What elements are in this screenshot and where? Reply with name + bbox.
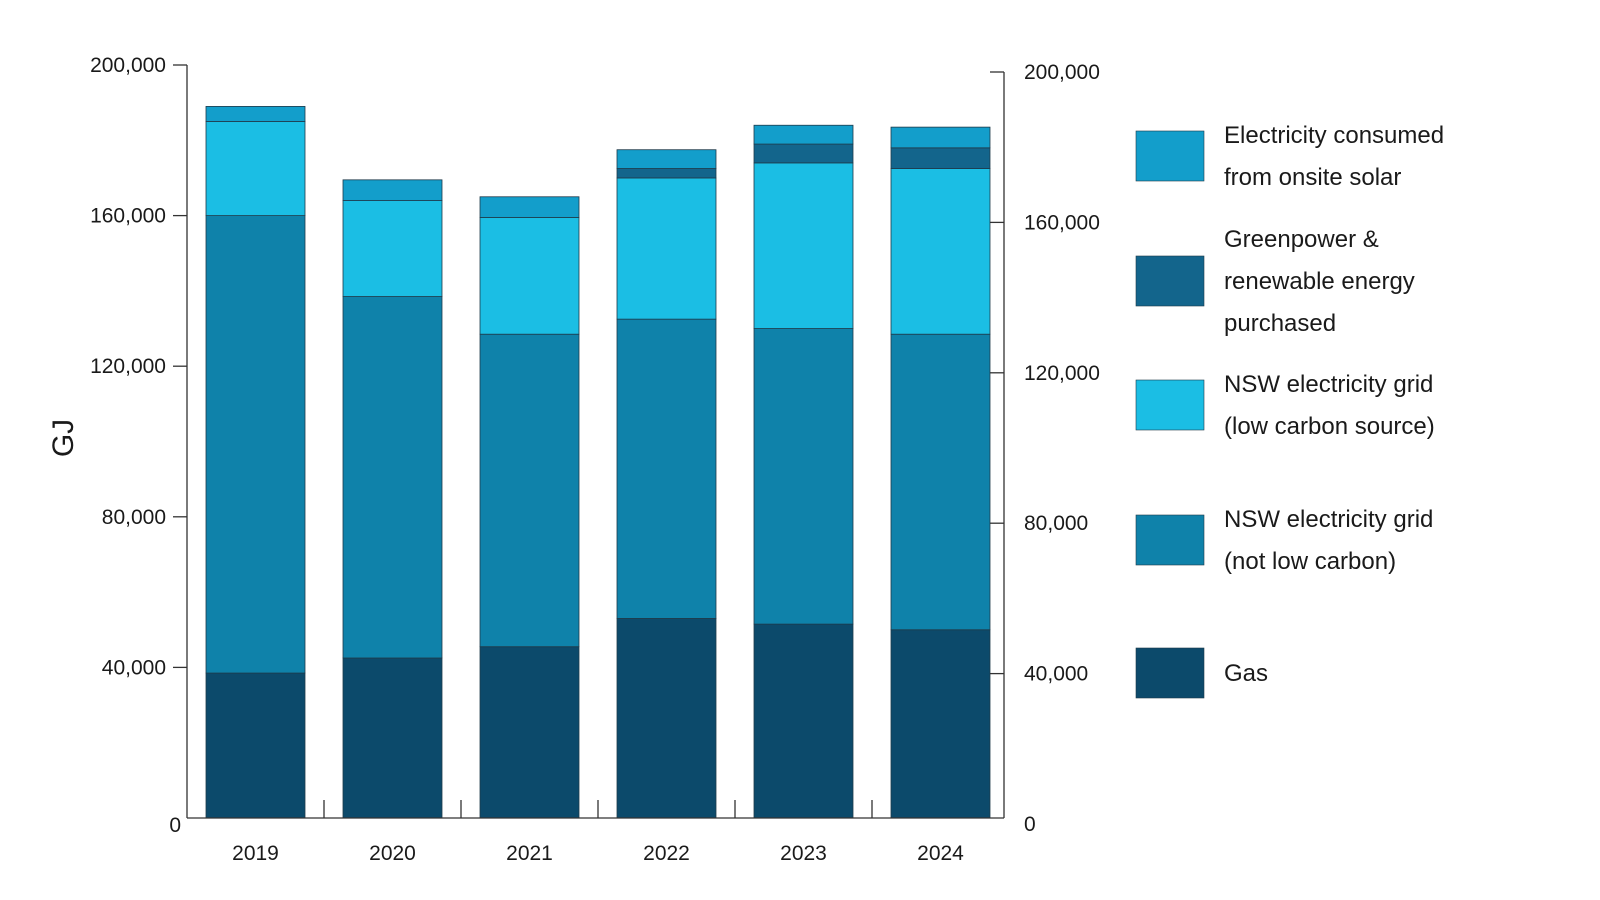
legend-item-4: Gas: [1135, 647, 1268, 699]
right-tick-label: 160,000: [1024, 211, 1100, 234]
right-tick-label: 80,000: [1024, 512, 1088, 535]
legend-swatch: [1135, 647, 1205, 699]
bar-2024-series-0: [890, 629, 991, 819]
bar-2019-series-4: [205, 106, 306, 122]
bar-2020-series-1: [342, 296, 443, 659]
left-tick-label: 80,000: [102, 506, 166, 529]
bar-2019-series-1: [205, 215, 306, 674]
bar-2019-series-0: [205, 672, 306, 819]
right-tick-label: 120,000: [1024, 362, 1100, 385]
legend-swatch: [1135, 379, 1205, 431]
legend-swatch: [1135, 514, 1205, 566]
left-tick-label: 200,000: [90, 54, 166, 77]
legend-label: Electricity consumed from onsite solar: [1224, 122, 1444, 191]
bar-2021-series-2: [479, 217, 580, 335]
bar-2020-series-4: [342, 179, 443, 201]
legend-item-2: NSW electricity grid (low carbon source): [1135, 371, 1435, 440]
bar-2021-series-4: [479, 196, 580, 218]
bar-2019-series-2: [205, 121, 306, 216]
left-tick-label: 40,000: [102, 656, 166, 679]
legend-swatch: [1135, 130, 1205, 182]
legend-swatch: [1135, 255, 1205, 307]
right-tick-label: 200,000: [1024, 61, 1100, 84]
bar-2022-series-2: [616, 177, 717, 320]
legend-label: NSW electricity grid (low carbon source): [1224, 371, 1435, 440]
left-tick-label: 120,000: [90, 355, 166, 378]
bar-2024-series-1: [890, 333, 991, 631]
legend: Electricity consumed from onsite solar Gre…: [1135, 122, 1444, 699]
legend-item-1: Greenpower & renewable energy purchased: [1135, 226, 1415, 337]
bar-2023-series-0: [753, 623, 854, 819]
bar-2023-series-4: [753, 124, 854, 145]
bar-2020-series-2: [342, 200, 443, 297]
x-tick-label-2023: 2023: [780, 842, 827, 865]
bars-group: [205, 106, 991, 819]
legend-item-3: NSW electricity grid (not low carbon): [1135, 506, 1433, 575]
right-tick-label: 40,000: [1024, 663, 1088, 686]
legend-item-0: Electricity consumed from onsite solar: [1135, 122, 1444, 191]
left-tick-label: 160,000: [90, 205, 166, 228]
bar-2024-series-4: [890, 126, 991, 149]
legend-label: NSW electricity grid (not low carbon): [1224, 506, 1433, 575]
x-tick-label-2021: 2021: [506, 842, 553, 865]
bar-2024-series-3: [890, 147, 991, 169]
x-tick-label-2019: 2019: [232, 842, 279, 865]
x-tick-label-2022: 2022: [643, 842, 690, 865]
right-y-axis: 0 40,000 80,000 120,000 160,000 200,000: [990, 61, 1100, 836]
right-tick-label: 0: [1024, 813, 1036, 836]
bar-2023-series-1: [753, 328, 854, 625]
x-axis: 2019 2020 2021 2022 2023 2024: [187, 800, 1004, 865]
bar-2023-series-3: [753, 143, 854, 164]
bar-2023-series-2: [753, 162, 854, 329]
bar-2020-series-0: [342, 657, 443, 819]
bar-2022-series-3: [616, 168, 717, 179]
bar-2022-series-4: [616, 149, 717, 169]
x-tick-label-2024: 2024: [917, 842, 964, 865]
legend-label: Gas: [1224, 660, 1268, 687]
left-y-axis: 0 40,000 80,000 120,000 160,000 200,000: [90, 54, 188, 837]
bar-2024-series-2: [890, 168, 991, 335]
bar-2022-series-1: [616, 318, 717, 619]
x-tick-label-2020: 2020: [369, 842, 416, 865]
bar-2021-series-1: [479, 333, 580, 648]
bar-2022-series-0: [616, 618, 717, 819]
y-axis-title: GJ: [47, 419, 80, 457]
left-tick-label: 0: [169, 814, 181, 837]
legend-label: Greenpower & renewable energy purchased: [1224, 226, 1415, 337]
bar-2021-series-0: [479, 646, 580, 819]
